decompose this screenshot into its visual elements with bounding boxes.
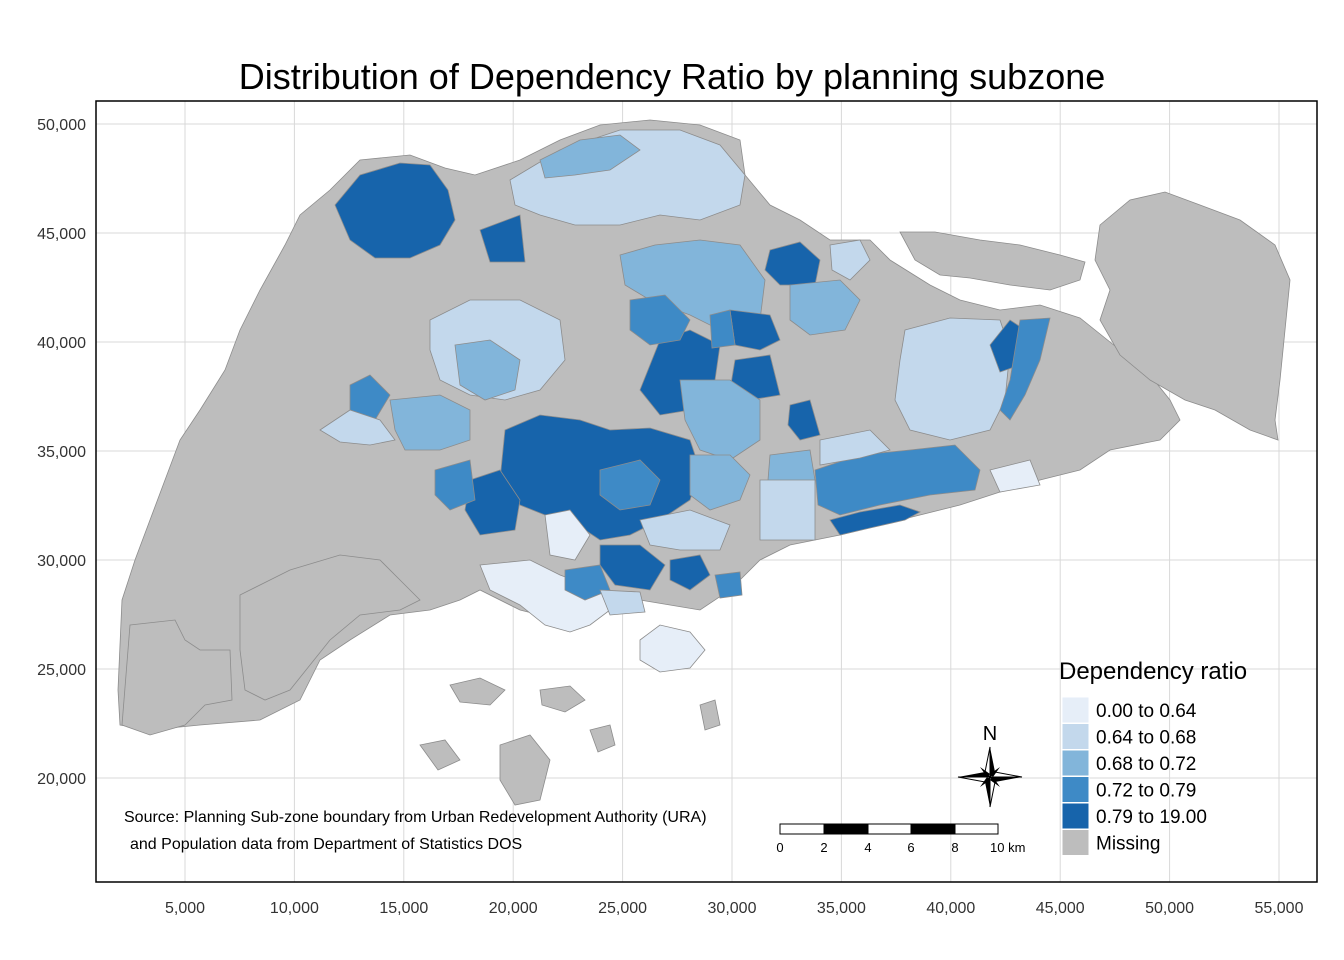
- source-line-1: Source: Planning Sub-zone boundary from …: [124, 809, 707, 826]
- legend-swatch-1: [1061, 723, 1090, 750]
- zone-geylang-light: [759, 479, 816, 541]
- zone-city-dark-2: [669, 554, 711, 591]
- x-tick-label: 5,000: [165, 900, 205, 917]
- map-title: Distribution of Dependency Ratio by plan…: [239, 56, 1106, 97]
- source-line-2: and Population data from Department of S…: [130, 836, 522, 853]
- y-axis: 50,000 45,000 40,000 35,000 30,000 25,000 20,0…: [37, 117, 86, 788]
- y-tick-label: 20,000: [37, 771, 86, 788]
- legend-items: 0.00 to 0.64 0.64 to 0.68 0.68 to 0.72 0.72…: [1061, 696, 1207, 856]
- x-axis: 5,000 10,000 15,000 20,000 25,000 30,000 35,00…: [165, 900, 1304, 917]
- zone-east-mid: [814, 444, 981, 516]
- y-tick-label: 35,000: [37, 444, 86, 461]
- legend-label-2: 0.68 to 0.72: [1096, 754, 1196, 775]
- southern-island-1: [449, 677, 506, 706]
- scale-bar: 0 2 4 6 8 10 km: [776, 823, 1025, 855]
- zone-bishan-light: [679, 379, 761, 461]
- y-tick-label: 30,000: [37, 553, 86, 570]
- legend-swatch-5: [1061, 829, 1090, 856]
- zone-west-light-2: [454, 339, 521, 401]
- scale-label-2: 2: [820, 840, 827, 855]
- legend-label-5: Missing: [1096, 834, 1160, 855]
- scale-segment-2: [823, 823, 869, 835]
- zone-city-mid-2: [564, 564, 611, 601]
- legend-title: Dependency ratio: [1059, 658, 1247, 685]
- zone-city-light: [544, 509, 591, 561]
- zone-north-band-2: [539, 134, 641, 179]
- x-tick-label: 40,000: [926, 900, 975, 917]
- y-tick-label: 40,000: [37, 335, 86, 352]
- zone-pasir-ris-mid: [999, 317, 1051, 421]
- scale-segment-1: [779, 823, 825, 835]
- zone-novena-mid: [599, 459, 661, 511]
- scale-label-10: 10 km: [990, 840, 1025, 855]
- scale-label-8: 8: [951, 840, 958, 855]
- zone-woodlands-west: [479, 214, 526, 263]
- zone-clementi-mid: [434, 459, 476, 511]
- x-tick-label: 25,000: [598, 900, 647, 917]
- x-tick-label: 10,000: [270, 900, 319, 917]
- zone-central-mid: [629, 294, 691, 346]
- zone-east-pale: [989, 459, 1041, 493]
- zone-punggol-light: [829, 239, 871, 281]
- zone-city-mid: [639, 509, 731, 551]
- north-arrow: N: [957, 723, 1023, 808]
- zone-northwest: [334, 162, 456, 259]
- scale-label-4: 4: [864, 840, 871, 855]
- zone-east-dark: [829, 504, 921, 536]
- zone-central-dark-2: [464, 469, 521, 536]
- zone-sengkang-mid: [789, 279, 861, 336]
- legend-label-1: 0.64 to 0.68: [1096, 728, 1196, 749]
- zone-tanjong-light: [599, 589, 646, 616]
- southern-island-4: [589, 724, 616, 753]
- x-tick-label: 50,000: [1145, 900, 1194, 917]
- y-tick-label: 45,000: [37, 226, 86, 243]
- zone-east-light-2: [819, 429, 891, 466]
- zone-central-mid-2: [709, 309, 736, 349]
- x-tick-label: 35,000: [817, 900, 866, 917]
- zone-east-light: [894, 317, 1011, 441]
- x-tick-label: 45,000: [1036, 900, 1085, 917]
- western-islands: [121, 619, 233, 736]
- legend-swatch-3: [1061, 776, 1090, 803]
- legend-label-4: 0.79 to 19.00: [1096, 807, 1207, 828]
- y-tick-label: 50,000: [37, 117, 86, 134]
- compass-rose-icon: [957, 746, 1023, 808]
- y-tick-label: 25,000: [37, 662, 86, 679]
- pulau-tekong: [1094, 191, 1291, 441]
- scale-segment-3: [867, 823, 912, 835]
- sentosa: [639, 624, 706, 673]
- north-label: N: [983, 723, 997, 745]
- jurong-island: [239, 554, 421, 701]
- x-tick-label: 20,000: [489, 900, 538, 917]
- map-frame: [95, 100, 1318, 883]
- legend-swatch-4: [1061, 802, 1090, 830]
- southern-island-2: [539, 685, 586, 713]
- southern-island-6: [699, 699, 721, 731]
- land-layer: [117, 119, 1291, 806]
- scale-label-6: 6: [907, 840, 914, 855]
- scale-label-0: 0: [776, 840, 783, 855]
- x-tick-label: 30,000: [708, 900, 757, 917]
- legend-label-0: 0.00 to 0.64: [1096, 701, 1197, 722]
- zone-jurong-west: [349, 374, 391, 421]
- x-tick-label: 55,000: [1255, 900, 1304, 917]
- scale-segment-5: [954, 823, 999, 835]
- zone-macpherson-dark: [787, 399, 821, 441]
- x-tick-label: 15,000: [379, 900, 428, 917]
- zone-jurong-light: [319, 409, 396, 446]
- zone-city-mid-3: [714, 571, 743, 599]
- zone-jurong-mid: [389, 394, 471, 451]
- legend: Dependency ratio 0.00 to 0.64 0.64 to 0.6…: [1059, 658, 1247, 856]
- legend-swatch-0: [1061, 696, 1090, 724]
- pulau-ubin: [899, 231, 1086, 291]
- zone-toa-payoh: [689, 454, 751, 511]
- legend-swatch-2: [1061, 749, 1090, 777]
- southern-island-3: [499, 734, 551, 806]
- scale-segment-4: [910, 823, 956, 835]
- legend-label-3: 0.72 to 0.79: [1096, 781, 1196, 802]
- marina-reclaim: [479, 559, 611, 633]
- southern-island-5: [419, 739, 461, 771]
